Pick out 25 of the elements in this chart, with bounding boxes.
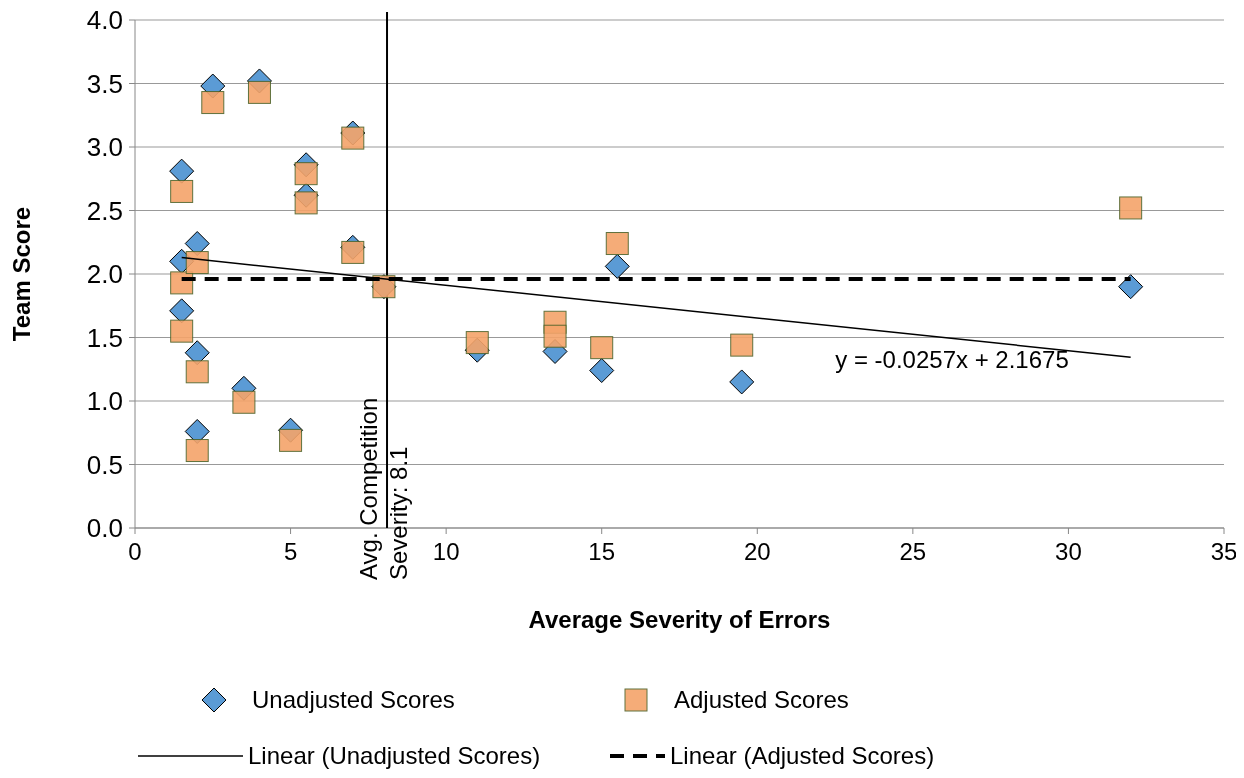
y-tick-label: 0.0 xyxy=(86,513,123,544)
y-tick-label: 3.0 xyxy=(86,132,123,163)
y-tick-label: 1.5 xyxy=(86,322,123,353)
y-tick-label: 2.0 xyxy=(86,259,123,290)
annotation: y = -0.0257x + 2.1675 xyxy=(835,346,1069,374)
x-tick-label: 25 xyxy=(899,538,927,565)
x-tick-label: 30 xyxy=(1055,538,1082,565)
y-tick-label: 2.5 xyxy=(86,195,123,226)
x-axis-title: Average Severity of Errors xyxy=(528,606,831,633)
legend-label: Linear (Unadjusted Scores) xyxy=(248,742,541,770)
y-tick-label: 1.0 xyxy=(86,386,123,417)
x-tick-label: 20 xyxy=(743,538,771,565)
ref-line-label: Avg. Competition Severity: 8.1 xyxy=(355,397,413,580)
y-tick-label: 3.5 xyxy=(86,68,123,99)
x-tick-label: 5 xyxy=(283,538,298,565)
legend-label: Unadjusted Scores xyxy=(252,686,455,714)
y-tick-label: 0.5 xyxy=(86,449,123,480)
x-tick-label: 0 xyxy=(128,538,142,565)
y-axis-title: Team Score xyxy=(8,206,35,342)
y-tick-label: 4.0 xyxy=(86,5,123,36)
legend-label: Adjusted Scores xyxy=(674,686,849,714)
legend-label: Linear (Adjusted Scores) xyxy=(670,742,935,770)
x-tick-label: 15 xyxy=(588,538,616,565)
x-tick-label: 35 xyxy=(1210,538,1238,565)
x-tick-label: 10 xyxy=(432,538,460,565)
